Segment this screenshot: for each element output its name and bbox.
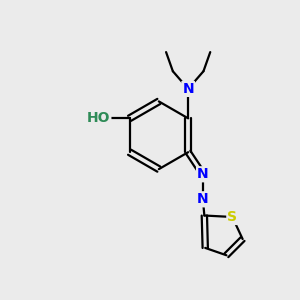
- Text: HO: HO: [87, 111, 110, 125]
- Text: N: N: [197, 167, 209, 181]
- Text: N: N: [182, 82, 194, 96]
- Text: N: N: [197, 192, 209, 206]
- Text: S: S: [227, 210, 237, 224]
